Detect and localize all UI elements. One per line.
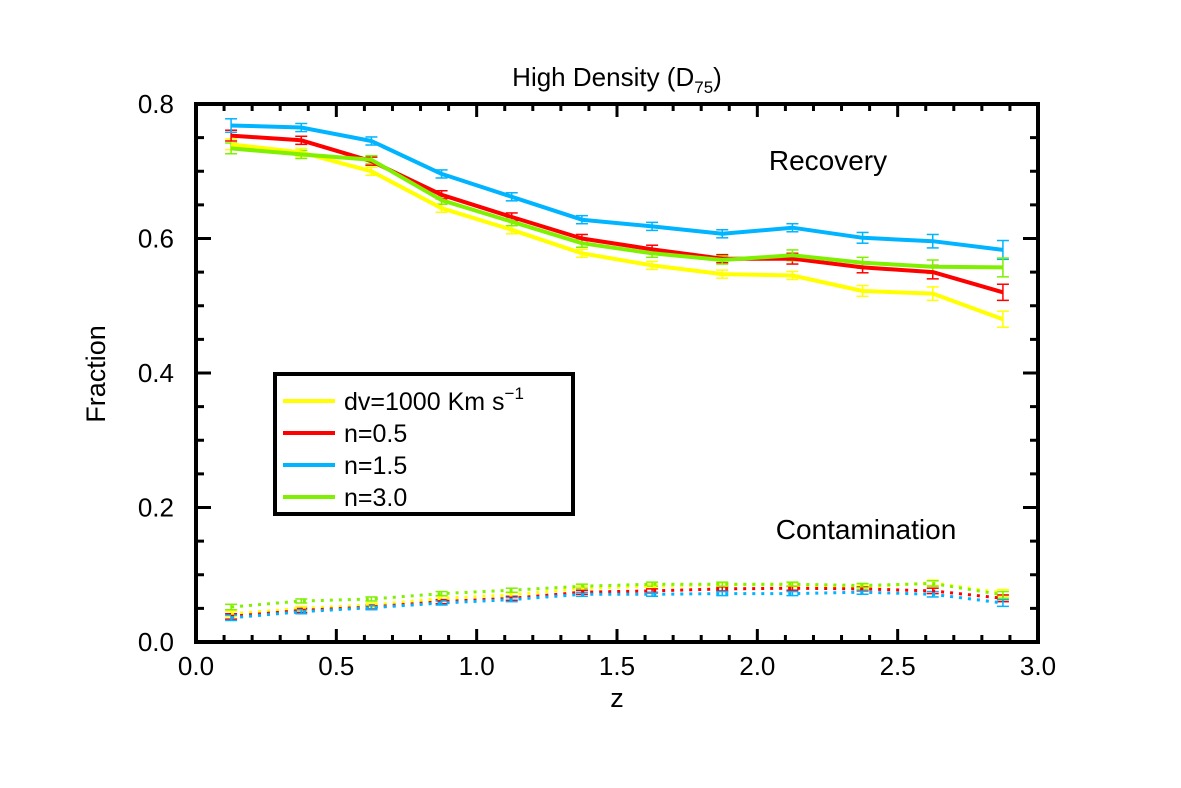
legend-label: n=1.5 <box>344 452 407 480</box>
legend-label: n=3.0 <box>344 484 407 512</box>
y-tick-label: 0.2 <box>138 493 174 523</box>
series-line <box>230 581 1004 616</box>
legend-box <box>273 372 575 516</box>
x-tick-label: 2.5 <box>880 651 916 681</box>
y-tick-label: 0.4 <box>138 358 174 388</box>
series-lines <box>230 123 1004 620</box>
legend-label: dv=1000 Km s−1 <box>344 384 524 416</box>
series-line <box>230 146 1003 270</box>
recovery-annotation: Recovery <box>769 145 887 176</box>
y-axis-label: Fraction <box>81 325 111 423</box>
y-tick-label: 0.6 <box>138 224 174 254</box>
contamination-annotation: Contamination <box>776 514 957 545</box>
plot-frame <box>194 102 1040 644</box>
x-tick-label: 2.0 <box>739 651 775 681</box>
series-line <box>230 582 1004 609</box>
error-bars <box>225 118 1009 622</box>
series-line <box>231 123 1004 252</box>
legend-label: n=0.5 <box>344 420 407 448</box>
x-tick-label: 3.0 <box>1020 651 1056 681</box>
y-tick-label: 0.8 <box>138 89 174 119</box>
x-tick-label: 0.0 <box>178 651 214 681</box>
x-tick-label: 0.5 <box>318 651 354 681</box>
x-tick-label: 1.0 <box>459 651 495 681</box>
tick-labels: 0.0 0.5 1.0 1.5 2.0 2.5 3.0 0.0 0.2 0.4 0.6 0.8 <box>138 89 1056 681</box>
x-axis-label: z <box>610 683 624 713</box>
y-tick-label: 0.0 <box>138 627 174 657</box>
x-tick-label: 1.5 <box>599 651 635 681</box>
chart-title: High Density (D75) <box>512 62 722 97</box>
legend: dv=1000 Km s−1 n=0.5 n=1.5 n=3.0 <box>273 372 575 516</box>
series-line <box>230 142 1004 322</box>
series-line <box>230 586 1004 618</box>
series-line <box>230 590 1004 620</box>
